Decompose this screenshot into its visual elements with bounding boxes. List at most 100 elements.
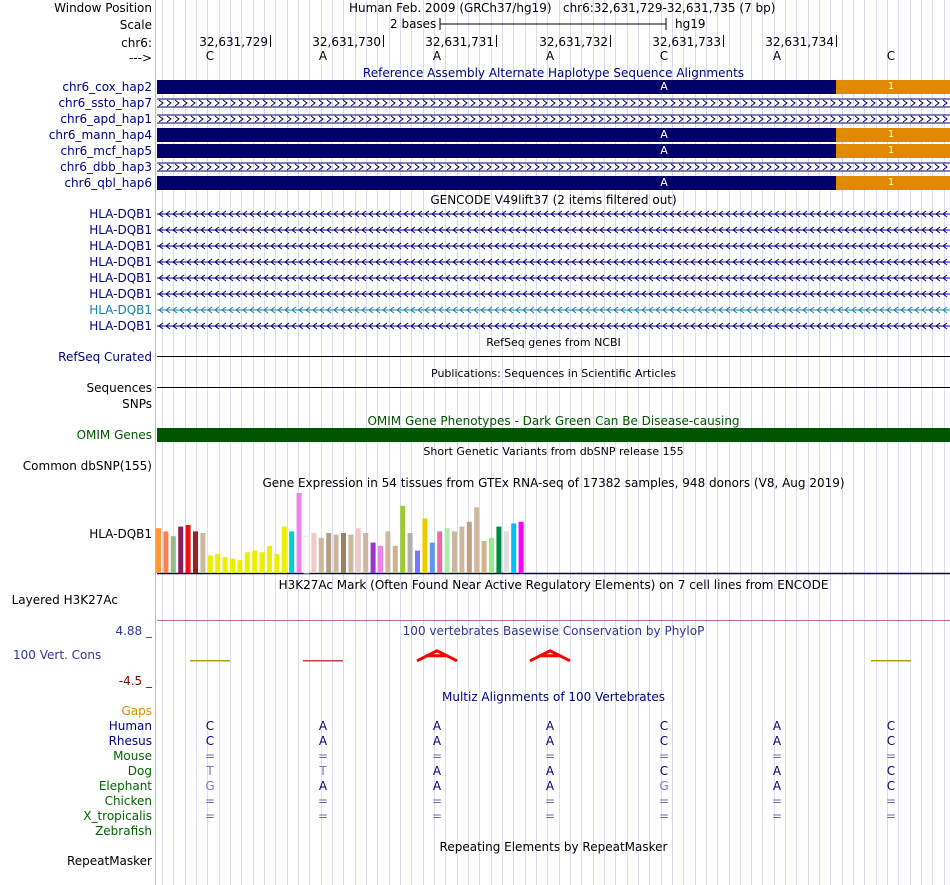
refseq-label[interactable]: RefSeq Curated (58, 350, 152, 364)
gtex-tissue-bar[interactable] (318, 537, 324, 573)
gencode-transcript-label[interactable]: HLA-DQB1 (89, 223, 152, 237)
species-label[interactable]: Chicken (104, 794, 152, 808)
h3k27ac-track-title[interactable]: H3K27Ac Mark (Often Found Near Active Re… (278, 578, 829, 592)
gencode-transcript-label[interactable]: HLA-DQB1 (89, 271, 152, 285)
gencode-transcript-line[interactable] (157, 226, 950, 234)
gtex-tissue-bar[interactable] (407, 533, 413, 573)
gtex-tissue-bar[interactable] (207, 555, 213, 573)
haplotype-label[interactable]: chr6_ssto_hap7 (58, 96, 152, 110)
gtex-tissue-bar[interactable] (289, 531, 295, 573)
gencode-transcript-label[interactable]: HLA-DQB1 (89, 319, 152, 333)
haplotype-insertion-marker[interactable]: 1 (836, 176, 950, 190)
gencode-transcript-line[interactable] (157, 290, 950, 298)
species-label[interactable]: X_tropicalis (83, 809, 152, 823)
gtex-tissue-bar[interactable] (437, 531, 443, 573)
haplotype-insertion-marker[interactable]: 1 (836, 144, 950, 158)
gtex-tissue-bar[interactable] (178, 526, 184, 573)
haplotype-alignment-bar[interactable]: A (157, 144, 836, 158)
species-label[interactable]: Mouse (113, 749, 152, 763)
dbsnp-label[interactable]: Common dbSNP(155) (22, 459, 152, 473)
dbsnp-track-title[interactable]: Short Genetic Variants from dbSNP releas… (423, 445, 684, 458)
species-label[interactable]: Dog (127, 764, 152, 778)
gtex-tissue-bar[interactable] (237, 560, 243, 573)
gtex-bar-chart[interactable] (155, 490, 950, 576)
gtex-tissue-bar[interactable] (363, 533, 369, 573)
haplotype-insertion-marker[interactable]: 1 (836, 80, 950, 94)
conservation-track-title[interactable]: 100 vertebrates Basewise Conservation by… (402, 624, 705, 638)
gtex-track-title[interactable]: Gene Expression in 54 tissues from GTEx … (262, 476, 845, 490)
gtex-tissue-bar[interactable] (481, 541, 487, 573)
gtex-tissue-bar[interactable] (503, 531, 509, 573)
gencode-transcript-label[interactable]: HLA-DQB1 (89, 287, 152, 301)
gtex-tissue-bar[interactable] (267, 545, 272, 573)
gencode-transcript-label[interactable]: HLA-DQB1 (89, 303, 152, 317)
gtex-tissue-bar[interactable] (385, 531, 391, 573)
gencode-track-title[interactable]: GENCODE V49lift37 (2 items filtered out) (430, 193, 677, 207)
h3k27ac-label[interactable]: Layered H3K27Ac (11, 593, 118, 607)
gtex-tissue-bar[interactable] (333, 534, 339, 573)
gtex-tissue-bar[interactable] (378, 545, 383, 573)
gtex-tissue-bar[interactable] (326, 533, 332, 573)
publications-label-sequences[interactable]: Sequences (86, 381, 152, 395)
gtex-tissue-bar[interactable] (422, 518, 428, 573)
gencode-transcript-label[interactable]: HLA-DQB1 (89, 207, 152, 221)
omim-label[interactable]: OMIM Genes (76, 428, 152, 442)
gtex-tissue-bar[interactable] (444, 528, 450, 573)
alt-haplotype-track-title[interactable]: Reference Assembly Alternate Haplotype S… (362, 66, 745, 80)
gtex-tissue-bar[interactable] (230, 558, 235, 573)
gencode-transcript-line[interactable] (157, 274, 950, 282)
gencode-transcript-line[interactable] (157, 306, 950, 314)
gtex-tissue-bar[interactable] (215, 553, 221, 573)
conservation-label[interactable]: 100 Vert. Cons (13, 648, 102, 662)
haplotype-insertion-marker[interactable]: 1 (836, 128, 950, 142)
gtex-tissue-bar[interactable] (170, 536, 176, 573)
gtex-tissue-bar[interactable] (429, 542, 435, 573)
gtex-tissue-bar[interactable] (518, 521, 524, 573)
haplotype-label[interactable]: chr6_mcf_hap5 (60, 144, 153, 158)
haplotype-label[interactable]: chr6_mann_hap4 (48, 128, 152, 142)
gtex-tissue-bar[interactable] (452, 531, 457, 573)
gtex-tissue-bar[interactable] (156, 528, 161, 573)
omim-bar[interactable] (157, 428, 950, 442)
gencode-transcript-line[interactable] (157, 242, 950, 250)
haplotype-arrow-line[interactable] (157, 98, 950, 108)
conservation-plot[interactable] (157, 640, 950, 690)
gtex-tissue-bar[interactable] (163, 531, 169, 573)
repeatmasker-label[interactable]: RepeatMasker (66, 854, 152, 868)
haplotype-alignment-bar[interactable]: A (157, 128, 836, 142)
species-label[interactable]: Zebrafish (95, 824, 152, 838)
refseq-track-title[interactable]: RefSeq genes from NCBI (486, 336, 621, 349)
gtex-tissue-bar[interactable] (244, 552, 250, 573)
gtex-tissue-bar[interactable] (415, 550, 420, 573)
haplotype-arrow-line[interactable] (157, 114, 950, 124)
gtex-tissue-bar[interactable] (370, 542, 376, 573)
gtex-tissue-bar[interactable] (185, 525, 191, 573)
gtex-tissue-bar[interactable] (466, 521, 472, 573)
gtex-tissue-bar[interactable] (496, 526, 502, 573)
multiz-track-title[interactable]: Multiz Alignments of 100 Vertebrates (441, 690, 666, 704)
species-label[interactable]: Rhesus (108, 734, 152, 748)
gtex-tissue-bar[interactable] (222, 557, 228, 573)
haplotype-label[interactable]: chr6_qbl_hap6 (64, 176, 152, 190)
gtex-tissue-bar[interactable] (274, 553, 280, 573)
gtex-tissue-bar[interactable] (303, 535, 310, 574)
gtex-tissue-bar[interactable] (200, 533, 206, 573)
gtex-tissue-bar[interactable] (400, 505, 406, 573)
gtex-tissue-bar[interactable] (511, 523, 517, 573)
gencode-transcript-line[interactable] (157, 210, 950, 218)
gtex-tissue-bar[interactable] (348, 534, 354, 573)
species-label[interactable]: Elephant (98, 779, 152, 793)
gtex-tissue-bar[interactable] (252, 550, 258, 573)
haplotype-arrow-line[interactable] (157, 162, 950, 172)
publications-track-title[interactable]: Publications: Sequences in Scientific Ar… (431, 367, 676, 380)
gtex-tissue-bar[interactable] (259, 552, 265, 573)
gtex-tissue-bar[interactable] (459, 526, 465, 573)
publications-label-snps[interactable]: SNPs (122, 397, 152, 411)
gtex-tissue-bar[interactable] (341, 533, 346, 573)
gtex-tissue-bar[interactable] (474, 507, 480, 573)
gtex-tissue-bar[interactable] (281, 526, 287, 573)
gtex-tissue-bar[interactable] (311, 533, 317, 573)
gtex-tissue-bar[interactable] (489, 537, 494, 573)
gtex-tissue-bar[interactable] (392, 545, 398, 573)
gtex-label[interactable]: HLA-DQB1 (89, 527, 152, 541)
